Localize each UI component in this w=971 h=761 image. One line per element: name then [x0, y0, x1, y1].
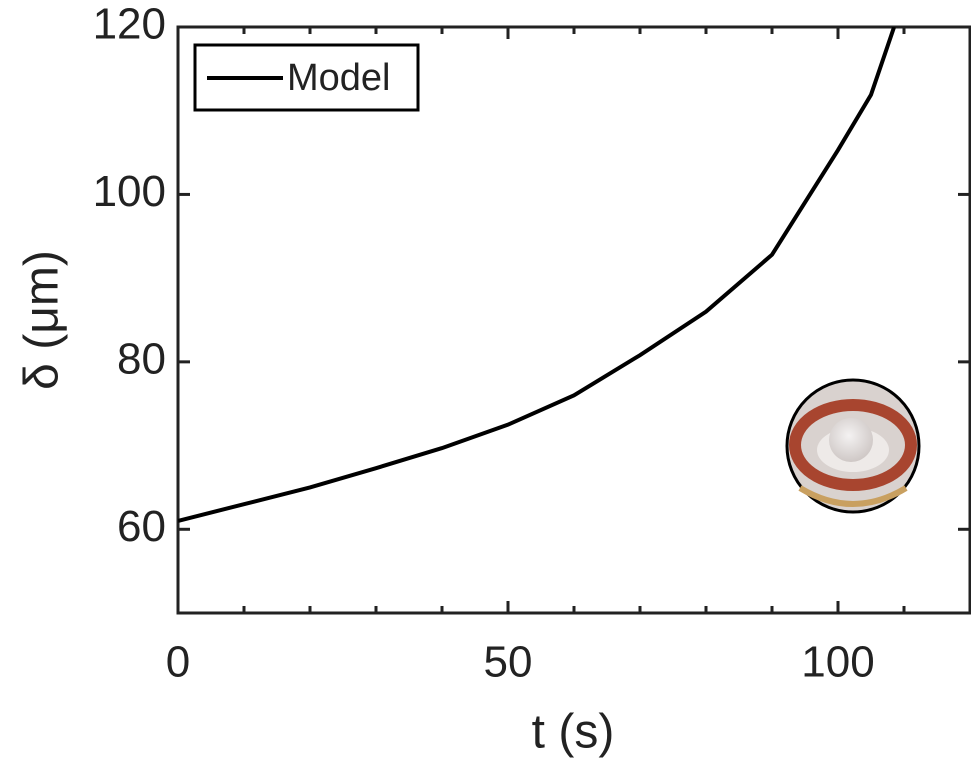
- y-tick-label: 60: [117, 502, 166, 551]
- inset-photo: [785, 378, 921, 514]
- plot-frame: [176, 25, 971, 615]
- y-tick-label: 120: [93, 0, 166, 49]
- model-line: [178, 27, 896, 523]
- x-tick-label: 50: [484, 638, 533, 687]
- x-tick-label: 0: [166, 638, 190, 687]
- y-tick-label: 100: [93, 167, 166, 216]
- x-axis-label: t (s): [532, 706, 615, 759]
- y-tick-label: 80: [117, 334, 166, 383]
- x-tick-label: 100: [801, 638, 874, 687]
- y-axis-label: δ (μm): [16, 250, 69, 390]
- legend-label: Model: [287, 57, 391, 99]
